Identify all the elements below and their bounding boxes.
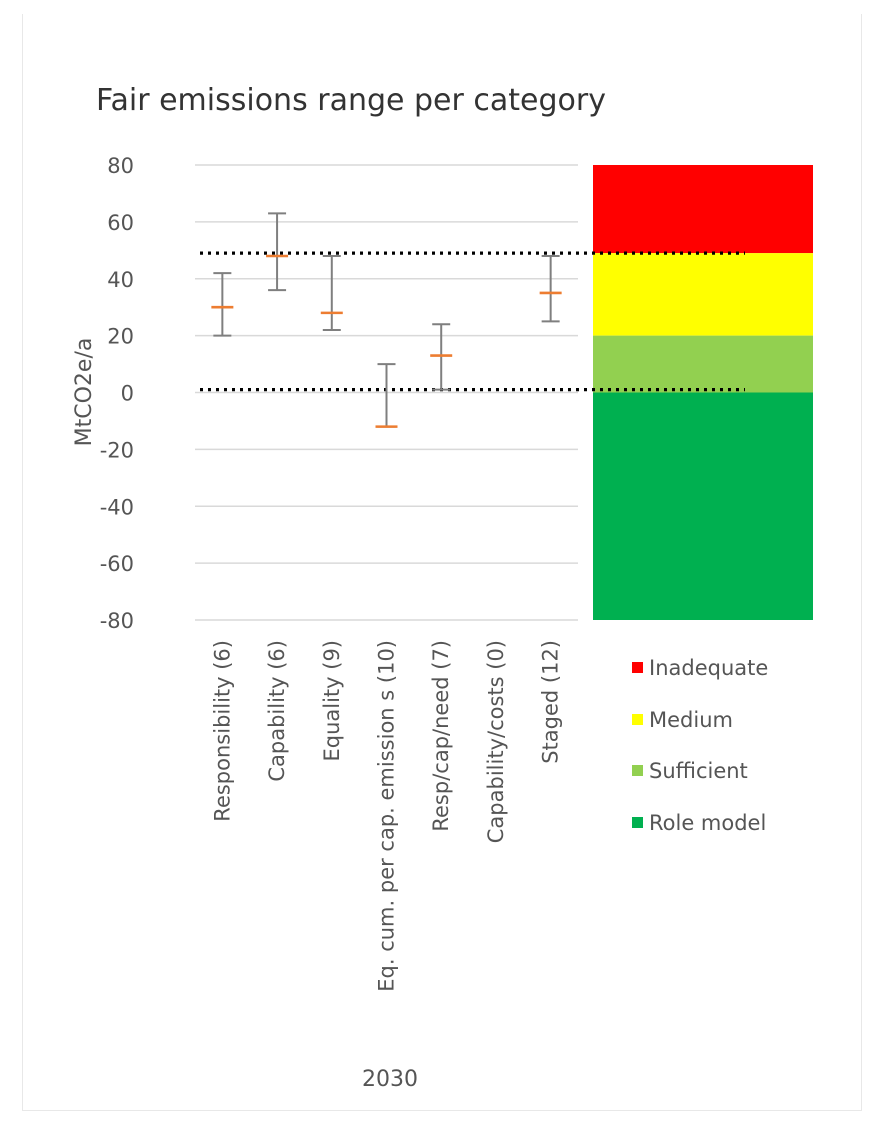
error-bar <box>320 255 343 331</box>
classification-bands <box>593 165 813 620</box>
category-label: Resp/cap/need (7) <box>429 640 453 832</box>
category-label: Eq. cum. per cap. emission s (10) <box>375 640 399 992</box>
legend-label: Medium <box>649 708 733 732</box>
legend-swatch <box>632 817 643 828</box>
legend: Inadequate Medium Sufficient Role model <box>632 656 768 835</box>
error-bar <box>539 255 562 323</box>
legend-label: Role model <box>649 811 766 835</box>
error-bar <box>266 212 289 292</box>
y-tick-label: -60 <box>100 552 134 576</box>
y-tick-label: 80 <box>107 154 134 178</box>
band-role-model <box>593 392 813 620</box>
category-labels: Responsibility (6) Capability (6) Equality… <box>210 640 562 992</box>
reference-lines <box>200 251 745 392</box>
y-tick-label: -80 <box>100 609 134 633</box>
category-label: Staged (12) <box>539 640 563 764</box>
category-label: Responsibility (6) <box>210 640 234 822</box>
category-label: Equality (9) <box>320 640 344 762</box>
y-tick-label: -40 <box>100 495 134 519</box>
error-bar <box>430 323 453 391</box>
legend-label: Sufficient <box>649 759 748 783</box>
band-sufficient <box>593 335 813 393</box>
category-label: Capability (6) <box>265 640 289 782</box>
chart-title: Fair emissions range per category <box>96 83 606 118</box>
legend-swatch <box>632 662 643 673</box>
error-bar <box>375 363 398 428</box>
y-tick-label: 0 <box>121 382 134 406</box>
y-axis-title: MtCO2e/a <box>72 338 97 447</box>
x-group-label: 2030 <box>362 1067 418 1092</box>
y-tick-label: -20 <box>100 438 134 462</box>
category-label: Capability/costs (0) <box>484 640 508 843</box>
band-medium <box>593 253 813 336</box>
y-tick-label: 20 <box>107 325 134 349</box>
y-tick-label: 60 <box>107 211 134 235</box>
band-inadequate <box>593 165 813 254</box>
y-tick-label: 40 <box>107 268 134 292</box>
legend-swatch <box>632 714 643 725</box>
y-tick-labels: 80 60 40 20 0 -20 -40 -60 -80 <box>100 154 134 633</box>
legend-swatch <box>632 765 643 776</box>
error-bars <box>211 212 562 428</box>
error-bar <box>211 272 234 337</box>
legend-label: Inadequate <box>649 656 768 680</box>
